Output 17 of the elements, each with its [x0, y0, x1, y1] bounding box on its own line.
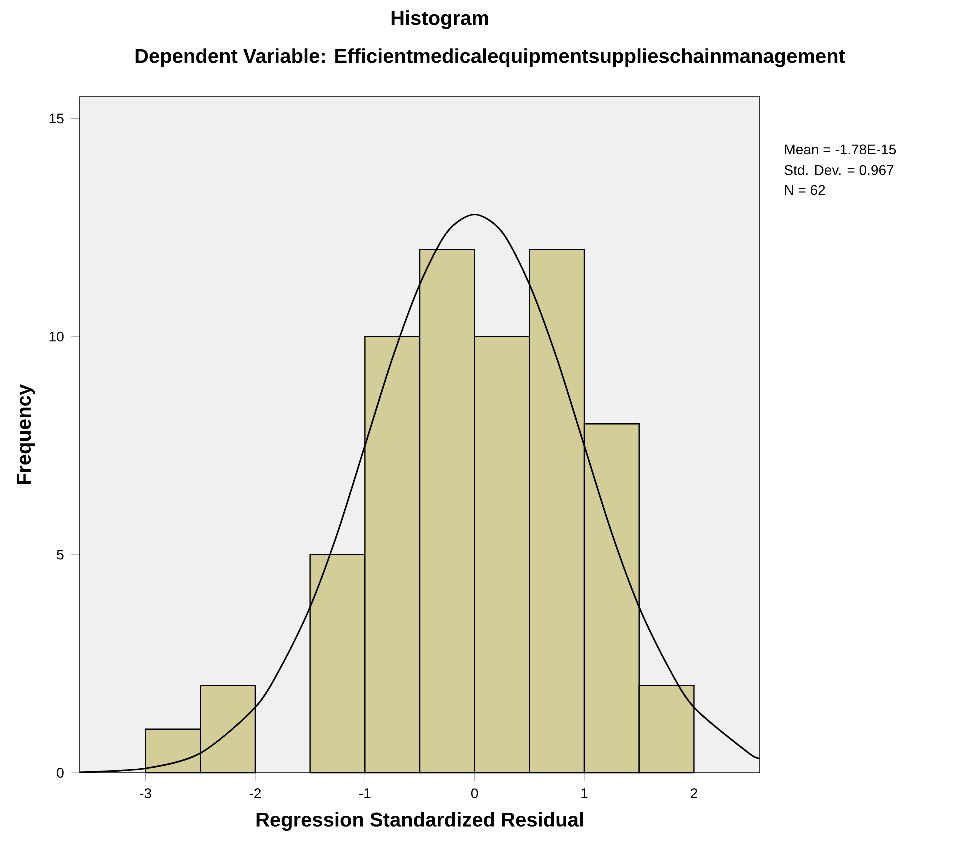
x-tick-label: -3: [140, 788, 152, 798]
chart-subtitle: Dependent Variable: Efficientmedicalequipmentsupplieschainmanagement: [136, 48, 846, 68]
x-tick-label: -2: [250, 788, 262, 798]
y-tick-label: 5: [57, 550, 64, 560]
chart-title: Histogram: [392, 10, 488, 30]
y-axis-title: Frequency: [17, 384, 36, 484]
x-tick-label: -1: [360, 788, 371, 798]
x-tick-label: 0: [471, 788, 478, 798]
y-tick-label: 0: [57, 768, 64, 778]
text: Mean = -1.78E-15: [785, 144, 896, 155]
y-tick-label: 10: [50, 332, 64, 342]
x-tick-label: 1: [582, 788, 588, 798]
text: N = 62: [785, 185, 826, 196]
x-axis-title: Regression Standardized Residual: [256, 812, 584, 831]
y-tick-label: 15: [50, 114, 64, 124]
x-tick-label: 2: [691, 788, 698, 798]
text: Std. Dev. = 0.967: [784, 165, 894, 176]
